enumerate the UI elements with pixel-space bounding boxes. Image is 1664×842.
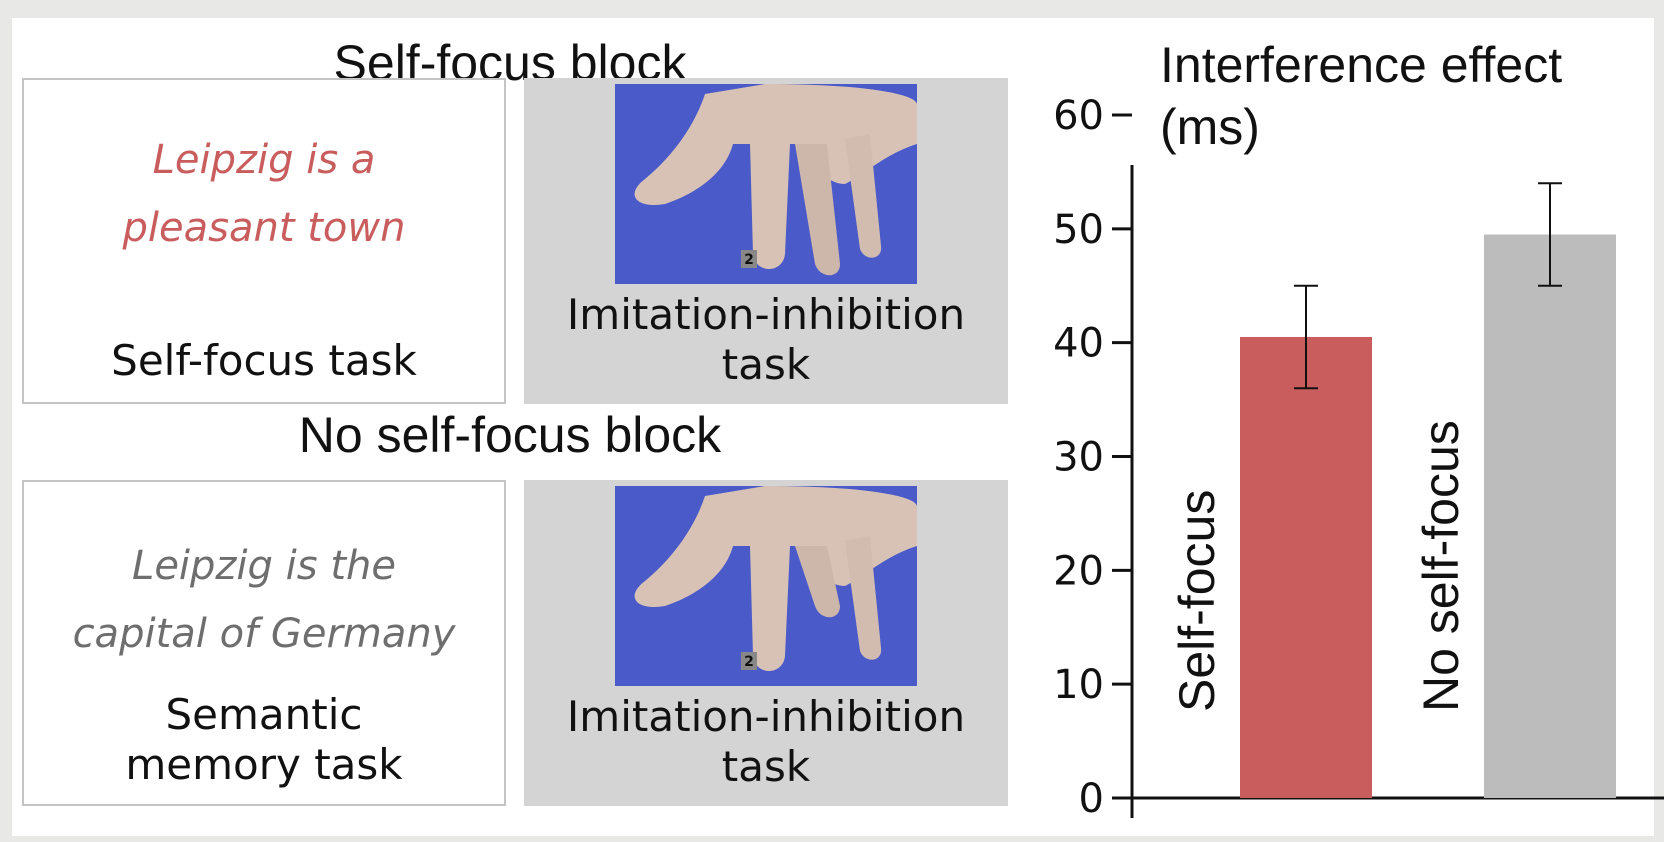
y-tick-label: 40 [1053,321,1104,367]
task-label-line-2: memory task [125,740,403,789]
sentence-line-1: Leipzig is a [152,137,376,183]
category-label: Self-focus [1169,490,1225,712]
y-tick-label: 30 [1053,435,1104,481]
finger-number: 2 [744,252,754,268]
chart-title-line-1: Interference effect [1160,37,1563,93]
y-tick-label: 60 [1053,93,1104,139]
imitation-label-bottom: Imitation-inhibition task [524,692,1008,792]
chart-title: Interference effect (ms) [1160,34,1562,158]
finger-shape [795,144,840,276]
y-tick-label: 50 [1053,207,1104,253]
sentence-line-1: Leipzig is the [132,543,396,589]
hand-photo-top: 2 [615,84,917,284]
bar [1240,336,1372,798]
finger-shape [845,134,882,258]
no-self-focus-block-title: No self-focus block [298,407,722,463]
no-self-focus-task-label: Semantic memory task [24,690,504,790]
no-self-focus-sentence: Leipzig is the capital of Germany [24,532,504,668]
finger-shape [795,546,840,618]
finger-number: 2 [744,654,754,670]
imitation-label-top: Imitation-inhibition task [524,290,1008,390]
label-line-1: Imitation-inhibition [566,692,966,741]
sentence-line-2: capital of Germany [72,611,456,657]
chart-title-line-2: (ms) [1160,99,1260,155]
label-line-1: Imitation-inhibition [566,290,966,339]
hand-shape [634,84,917,269]
imitation-panel-bottom: 2 Imitation-inhibition task [524,480,1008,806]
finger-number-box [741,652,757,670]
y-tick-label: 20 [1053,548,1104,594]
finger-shape [845,536,882,660]
y-tick-label: 0 [1079,776,1104,822]
self-focus-sentence: Leipzig is a pleasant town [24,126,504,262]
hand-shape [634,486,917,671]
task-label-line-1: Semantic [165,690,363,739]
category-label: No self-focus [1413,420,1469,712]
finger-number-box [741,250,757,268]
self-focus-text-box: Leipzig is a pleasant town Self-focus ta… [22,78,506,404]
label-line-2: task [721,340,811,389]
bar [1484,234,1616,798]
imitation-panel-top: 2 Imitation-inhibition task [524,78,1008,404]
no-self-focus-text-box: Leipzig is the capital of Germany Semant… [22,480,506,806]
self-focus-task-label: Self-focus task [111,336,417,385]
label-line-2: task [721,742,811,791]
y-tick-label: 10 [1053,662,1104,708]
bar-chart: 0 10 20 30 40 50 60 Self-focus No self-focus [1053,93,1664,822]
sentence-line-2: pleasant town [122,205,406,251]
hand-photo-bottom: 2 [615,486,917,686]
